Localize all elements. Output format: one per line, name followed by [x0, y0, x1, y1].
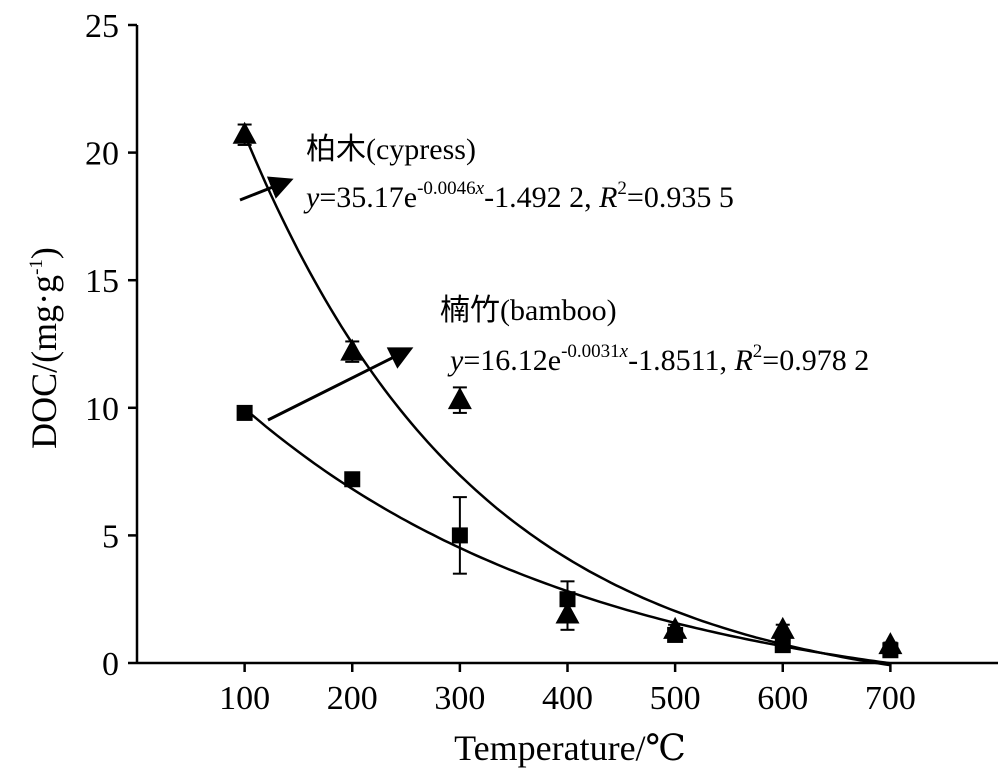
cypress-series-label: 柏木(cypress) — [306, 133, 476, 166]
axes: 0 5 10 15 20 25 100 200 300 400 500 600 700 — [85, 8, 998, 717]
y-axis-label: DOC/(mg·g-1) — [24, 247, 64, 449]
x-tick-label: 200 — [327, 680, 378, 717]
bamboo-data-point — [774, 637, 791, 654]
cypress-data-point — [447, 387, 472, 410]
y-tick-label: 15 — [85, 263, 119, 300]
cypress-equation: y=35.17e-0.0046x-1.492 2, R2=0.935 5 — [303, 178, 734, 214]
bamboo-data-point — [236, 404, 253, 421]
x-tick-label: 600 — [757, 680, 808, 717]
y-tick-label: 5 — [102, 518, 119, 555]
bamboo-arrow — [267, 347, 414, 422]
bamboo-equation: y=16.12e-0.0031x-1.8511, R2=0.978 2 — [447, 341, 869, 377]
x-tick-label: 100 — [219, 680, 270, 717]
bamboo-data-point — [559, 591, 576, 608]
y-tick-label: 20 — [85, 136, 119, 173]
x-tick-label: 700 — [865, 680, 916, 717]
bamboo-data-point — [344, 471, 361, 488]
bamboo-data-point — [451, 527, 468, 544]
x-tick-label: 300 — [434, 680, 485, 717]
x-tick-label: 500 — [650, 680, 701, 717]
data-points — [232, 121, 903, 659]
cypress-data-point — [232, 121, 257, 144]
y-tick-label: 0 — [102, 646, 119, 683]
y-tick-label: 25 — [85, 8, 119, 45]
cypress-arrow — [239, 176, 294, 202]
bamboo-data-point — [882, 642, 899, 659]
cypress-data-point — [770, 616, 795, 639]
cypress-data-point — [340, 338, 365, 361]
x-axis-label: Temperature/℃ — [454, 728, 686, 768]
bamboo-data-point — [667, 626, 684, 643]
x-tick-label: 400 — [542, 680, 593, 717]
bamboo-series-label: 楠竹(bamboo) — [440, 294, 617, 327]
y-tick-label: 10 — [85, 391, 119, 428]
